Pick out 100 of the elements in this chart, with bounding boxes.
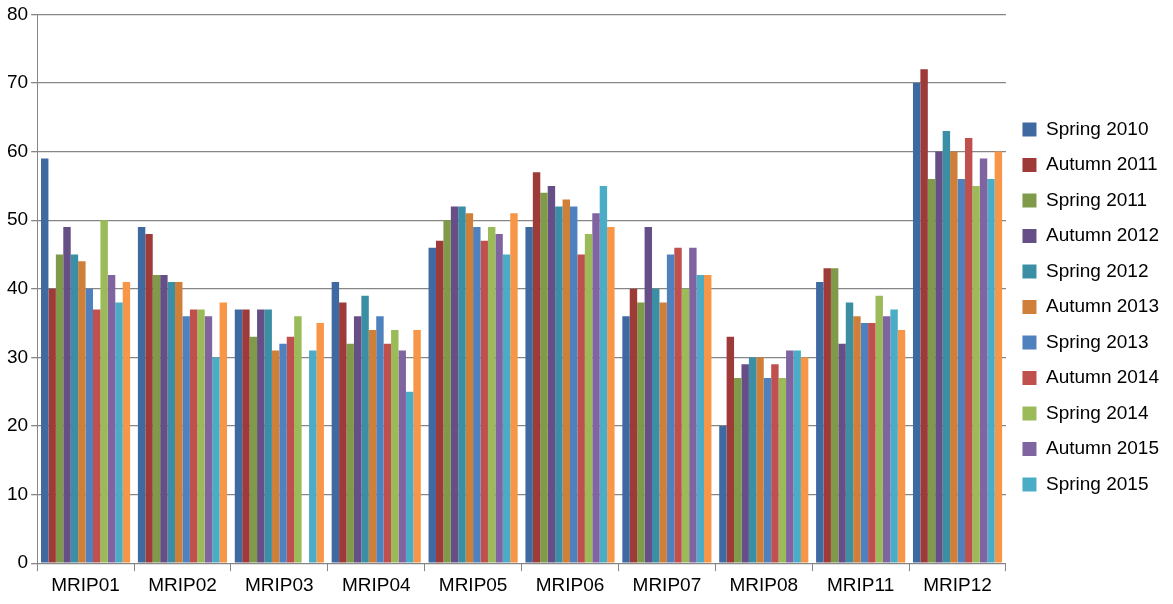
bar [353,316,362,563]
bar [152,275,161,563]
bar [748,357,757,563]
bar [473,227,481,563]
bar [413,329,421,563]
bar [644,227,653,563]
bar [845,302,854,563]
x-tick-label: MRIP11 [827,573,895,595]
x-tick-label: MRIP04 [341,573,411,595]
bar [972,185,980,563]
legend-label: Autumn 2013 [1045,295,1160,317]
bar [734,377,742,563]
bar [257,309,265,563]
bar [756,357,764,563]
bar [935,151,943,563]
bar [793,350,801,563]
bar [70,254,79,563]
bar [368,329,377,563]
bar [383,343,392,563]
bar [376,316,384,563]
bar [219,302,228,563]
bar [405,391,414,563]
bar [93,309,101,563]
x-tick-label: MRIP01 [51,573,120,595]
bar [584,233,593,563]
bar [607,227,615,563]
bar [696,275,705,563]
bar [107,275,116,563]
bar [882,316,891,563]
legend-label: Spring 2015 [1045,472,1149,494]
bar [100,220,108,563]
bar [55,254,64,563]
x-tick-label: MRIP12 [923,573,992,595]
bar [286,336,295,563]
bar [443,220,451,563]
bar [897,329,906,563]
bar [652,288,660,563]
bar [435,240,444,563]
bar [547,185,556,563]
bar [78,261,86,563]
bar [681,288,690,563]
legend-label: Spring 2011 [1045,188,1148,210]
bar [778,377,787,563]
legend-label: Spring 2010 [1045,117,1149,139]
x-tick-label: MRIP02 [148,573,217,595]
y-tick-label: 10 [6,482,29,504]
x-tick-label: MRIP07 [632,573,702,595]
bar [957,179,965,563]
bar [890,309,898,563]
bar [920,69,928,563]
bar [361,295,369,563]
bar [264,309,272,563]
bar [182,316,190,563]
bar [763,377,772,563]
bar [63,227,71,563]
bar [391,329,399,563]
bar [599,185,608,563]
bar [249,336,258,563]
bar [465,213,474,563]
bar [689,247,697,563]
bar [629,288,638,563]
y-tick-label: 60 [6,139,29,161]
bar [502,254,511,563]
bar [942,131,951,563]
bar [540,192,548,563]
bar [189,309,198,563]
bar [428,247,436,563]
bar [674,247,682,563]
bar [48,288,56,563]
bar [562,199,570,563]
bar [555,206,563,563]
legend-label: Autumn 2015 [1045,437,1160,459]
bar [212,357,220,563]
legend-label: Autumn 2011 [1045,153,1158,175]
bar [875,295,883,563]
y-tick-label: 50 [6,208,29,230]
bar [316,323,324,563]
bar [570,206,578,563]
bar [525,227,533,563]
legend-label: Spring 2013 [1045,330,1149,352]
legend-label: Autumn 2012 [1045,224,1160,246]
bar [234,309,243,563]
bar [666,254,675,563]
bar [838,343,846,563]
bar [816,281,824,563]
y-tick-label: 80 [6,2,29,24]
bar [950,151,958,563]
bar [115,302,123,563]
legend-label: Autumn 2014 [1045,366,1160,388]
bar [122,281,131,563]
bar [860,323,869,563]
bar [979,158,988,563]
x-tick-label: MRIP06 [535,573,605,595]
bar [637,302,645,563]
bar [331,281,340,563]
bar [510,213,518,563]
x-tick-label: MRIP03 [245,573,314,595]
bar [964,137,973,563]
bar [659,302,667,563]
bar [704,275,712,563]
